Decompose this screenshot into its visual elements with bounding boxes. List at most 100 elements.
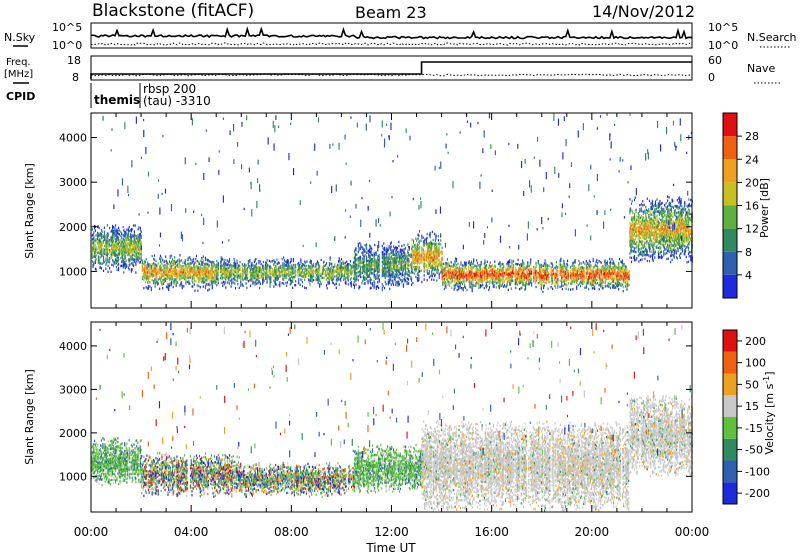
data-cell: [252, 268, 254, 271]
data-cell: [165, 285, 168, 289]
data-cell: [122, 260, 124, 263]
data-cell: [327, 282, 329, 286]
data-cell: [322, 261, 325, 264]
data-cell: [284, 264, 286, 267]
data-cell: [203, 274, 205, 278]
data-cell: [318, 263, 320, 267]
data-cell: [114, 244, 116, 247]
data-cell: [207, 259, 209, 262]
data-cell: [107, 252, 109, 255]
data-cell: [430, 266, 432, 270]
data-cell: [412, 259, 414, 263]
data-cell: [208, 260, 210, 263]
data-cell: [384, 270, 386, 274]
data-cell: [303, 265, 305, 268]
data-cell: [319, 269, 321, 272]
data-cell: [115, 258, 117, 261]
data-cell: [353, 256, 356, 259]
data-cell: [522, 281, 524, 284]
data-cell: [139, 233, 141, 236]
data-cell: [355, 279, 357, 282]
data-cell: [106, 236, 108, 239]
data-cell: [124, 248, 126, 252]
data-cell: [111, 255, 113, 259]
data-cell: [151, 255, 153, 258]
data-cell: [372, 284, 374, 287]
data-cell: [396, 274, 398, 278]
data-cell: [168, 286, 170, 290]
data-cell: [421, 280, 423, 284]
data-cell: [274, 265, 276, 268]
data-cell: [552, 281, 554, 285]
cpid-entry-2: (tau) -3310: [143, 94, 211, 108]
data-cell: [304, 274, 306, 277]
data-cell: [163, 260, 165, 264]
data-cell: [428, 246, 430, 249]
data-cell: [274, 281, 276, 284]
data-cell: [143, 274, 145, 278]
data-cell: [377, 259, 379, 262]
data-cell: [381, 244, 383, 248]
data-cell: [232, 265, 234, 268]
data-cell: [195, 270, 198, 274]
data-cell: [517, 262, 519, 266]
data-cell: [131, 268, 133, 271]
data-cell: [364, 272, 366, 275]
data-cell: [399, 259, 401, 262]
data-cell: [150, 272, 152, 276]
data-cell: [112, 232, 114, 235]
data-cell: [369, 260, 371, 263]
data-cell: [140, 252, 142, 256]
data-cell: [129, 243, 131, 246]
data-cell: [127, 232, 129, 235]
data-cell: [434, 268, 436, 272]
data-cell: [403, 244, 405, 247]
data-cell: [181, 270, 183, 274]
data-cell: [94, 225, 96, 228]
data-cell: [355, 263, 357, 266]
data-cell: [182, 269, 184, 272]
data-cell: [236, 275, 238, 279]
data-cell: [369, 277, 371, 280]
data-cell: [374, 282, 376, 285]
data-cell: [369, 247, 371, 250]
data-cell: [290, 280, 292, 283]
data-cell: [279, 283, 281, 286]
data-cell: [566, 284, 568, 288]
data-cell: [273, 273, 275, 276]
data-cell: [431, 260, 433, 263]
data-cell: [391, 273, 393, 276]
data-cell: [442, 265, 444, 268]
data-cell: [153, 261, 155, 265]
data-cell: [383, 272, 385, 275]
data-cell: [240, 276, 242, 280]
data-cell: [328, 281, 330, 284]
data-cell: [336, 279, 338, 283]
data-cell: [347, 277, 349, 280]
data-cell: [103, 226, 105, 229]
data-cell: [364, 282, 366, 285]
data-cell: [421, 248, 423, 252]
data-cell: [133, 238, 135, 241]
data-cell: [239, 264, 241, 268]
data-cell: [315, 269, 317, 272]
data-cell: [217, 267, 219, 271]
data-cell: [338, 259, 340, 262]
data-cell: [210, 280, 213, 283]
data-cell: [121, 252, 123, 256]
data-cell: [390, 255, 392, 258]
data-cell: [103, 235, 105, 238]
data-cell: [430, 240, 432, 244]
data-cell: [345, 268, 347, 271]
data-cell: [204, 270, 206, 274]
data-cell: [369, 281, 371, 284]
data-cell: [134, 234, 136, 237]
data-cell: [472, 278, 474, 282]
data-cell: [140, 254, 142, 258]
data-cell: [195, 274, 198, 278]
data-cell: [213, 263, 215, 266]
data-cell: [340, 265, 343, 269]
data-cell: [168, 268, 171, 271]
data-cell: [223, 276, 225, 280]
data-cell: [98, 238, 100, 242]
